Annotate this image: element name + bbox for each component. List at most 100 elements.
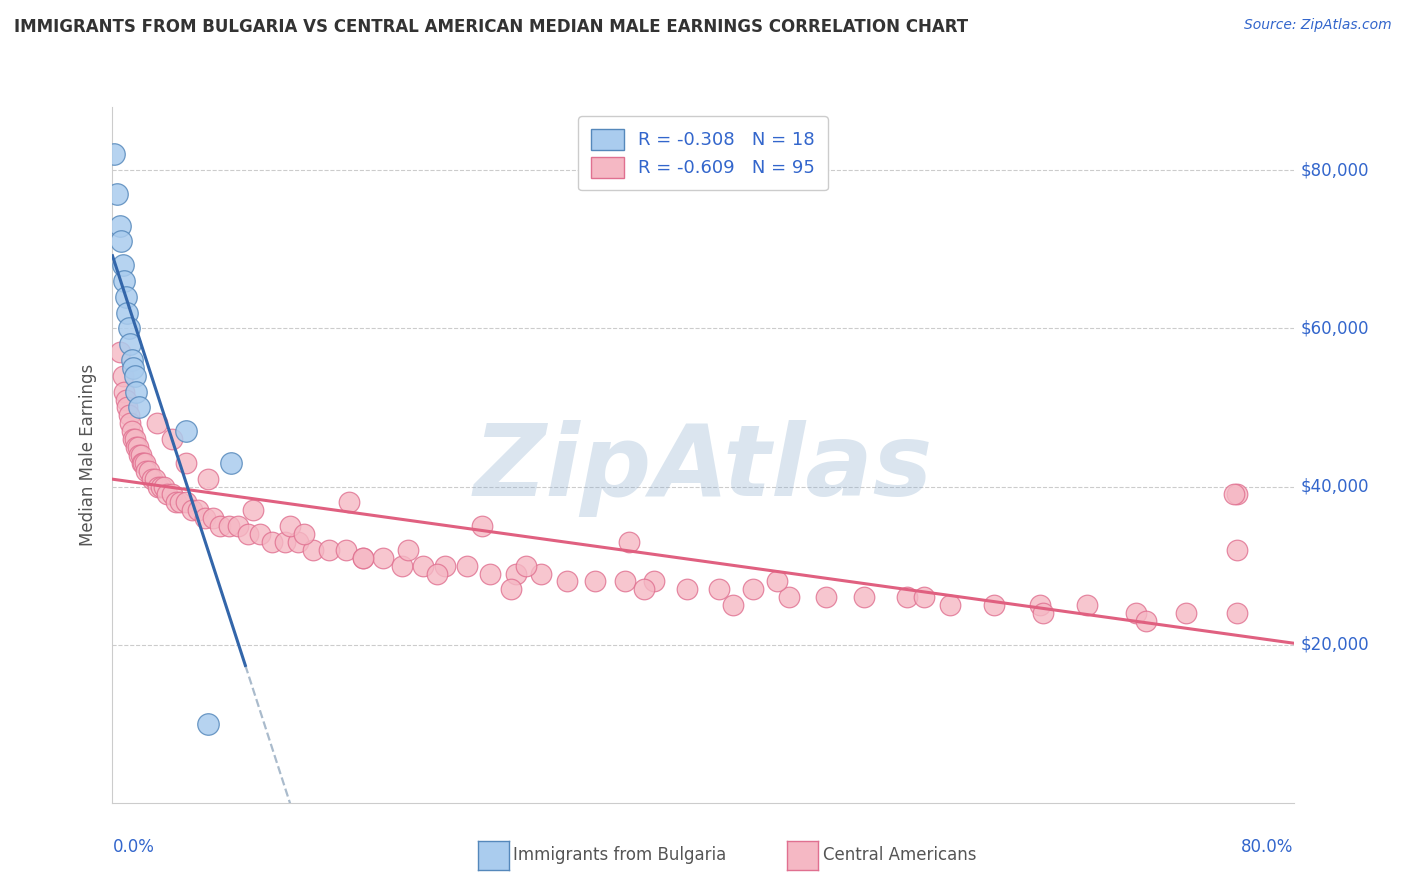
Point (197, 716, 219, 731)
Point (150, 479, 173, 493)
Point (337, 495, 360, 509)
Point (896, 591, 918, 605)
Point (128, 401, 150, 415)
Point (138, 464, 160, 478)
Point (169, 495, 191, 509)
Text: ZipAtlas: ZipAtlas (474, 420, 932, 517)
Point (127, 440, 149, 454)
Point (117, 401, 138, 415)
Point (583, 574, 606, 589)
Point (148, 479, 170, 493)
Point (124, 368, 146, 383)
Point (134, 456, 156, 470)
Point (1226, 542, 1249, 557)
Point (131, 456, 153, 470)
Point (146, 417, 169, 431)
Point (479, 566, 502, 581)
Point (209, 519, 232, 533)
Point (292, 527, 315, 541)
Point (1028, 598, 1050, 612)
Text: 80.0%: 80.0% (1241, 838, 1294, 856)
Point (778, 591, 800, 605)
Point (118, 321, 141, 335)
Point (122, 361, 145, 376)
Point (194, 511, 217, 525)
Point (352, 550, 374, 565)
Point (470, 519, 494, 533)
Point (1135, 614, 1157, 628)
Point (1226, 487, 1249, 501)
Text: $40,000: $40,000 (1301, 477, 1369, 496)
Point (983, 598, 1005, 612)
Point (371, 550, 394, 565)
Point (278, 519, 301, 533)
Point (852, 591, 875, 605)
Point (238, 527, 260, 541)
Point (110, 235, 132, 249)
Point (287, 535, 309, 549)
Point (108, 345, 131, 359)
Text: $80,000: $80,000 (1301, 161, 1369, 179)
Point (633, 582, 655, 597)
Point (643, 574, 665, 589)
Point (619, 535, 641, 549)
Point (141, 472, 163, 486)
Point (105, 187, 128, 202)
Point (111, 368, 134, 383)
Point (613, 574, 636, 589)
Point (112, 384, 135, 399)
Point (391, 558, 413, 573)
Point (352, 550, 374, 565)
Point (125, 384, 148, 399)
Point (114, 392, 136, 407)
Point (111, 258, 134, 272)
Point (143, 472, 166, 486)
Point (187, 503, 209, 517)
Point (1076, 598, 1098, 612)
Point (165, 495, 187, 509)
Point (122, 432, 145, 446)
Point (938, 598, 960, 612)
Point (160, 432, 183, 446)
Point (174, 424, 197, 438)
Point (1125, 606, 1147, 620)
Point (117, 305, 138, 319)
Text: Immigrants from Bulgaria: Immigrants from Bulgaria (513, 847, 727, 864)
Point (675, 582, 697, 597)
Point (120, 417, 142, 431)
Point (108, 219, 131, 233)
Text: IMMIGRANTS FROM BULGARIA VS CENTRAL AMERICAN MEDIAN MALE EARNINGS CORRELATION CH: IMMIGRANTS FROM BULGARIA VS CENTRAL AMER… (14, 18, 969, 36)
Point (433, 558, 456, 573)
Point (218, 519, 240, 533)
Point (114, 290, 136, 304)
Point (226, 519, 249, 533)
Point (103, 147, 125, 161)
Point (555, 574, 578, 589)
Point (1223, 487, 1246, 501)
Point (456, 558, 478, 573)
Point (124, 432, 146, 446)
Text: 0.0%: 0.0% (112, 838, 155, 856)
Point (129, 448, 152, 462)
Point (302, 542, 325, 557)
Point (411, 558, 433, 573)
Text: $20,000: $20,000 (1301, 636, 1369, 654)
Point (260, 535, 283, 549)
Point (529, 566, 551, 581)
Text: $60,000: $60,000 (1301, 319, 1369, 337)
Point (914, 591, 936, 605)
Point (426, 566, 449, 581)
Text: Central Americans: Central Americans (823, 847, 976, 864)
Point (112, 274, 135, 288)
Point (160, 487, 183, 501)
Point (742, 582, 765, 597)
Point (120, 337, 142, 351)
Point (201, 511, 224, 525)
Point (274, 535, 297, 549)
Point (153, 479, 176, 493)
Point (181, 503, 204, 517)
Y-axis label: Median Male Earnings: Median Male Earnings (79, 364, 97, 546)
Legend: R = -0.308   N = 18, R = -0.609   N = 95: R = -0.308 N = 18, R = -0.609 N = 95 (578, 116, 828, 190)
Point (135, 464, 157, 478)
Point (505, 566, 527, 581)
